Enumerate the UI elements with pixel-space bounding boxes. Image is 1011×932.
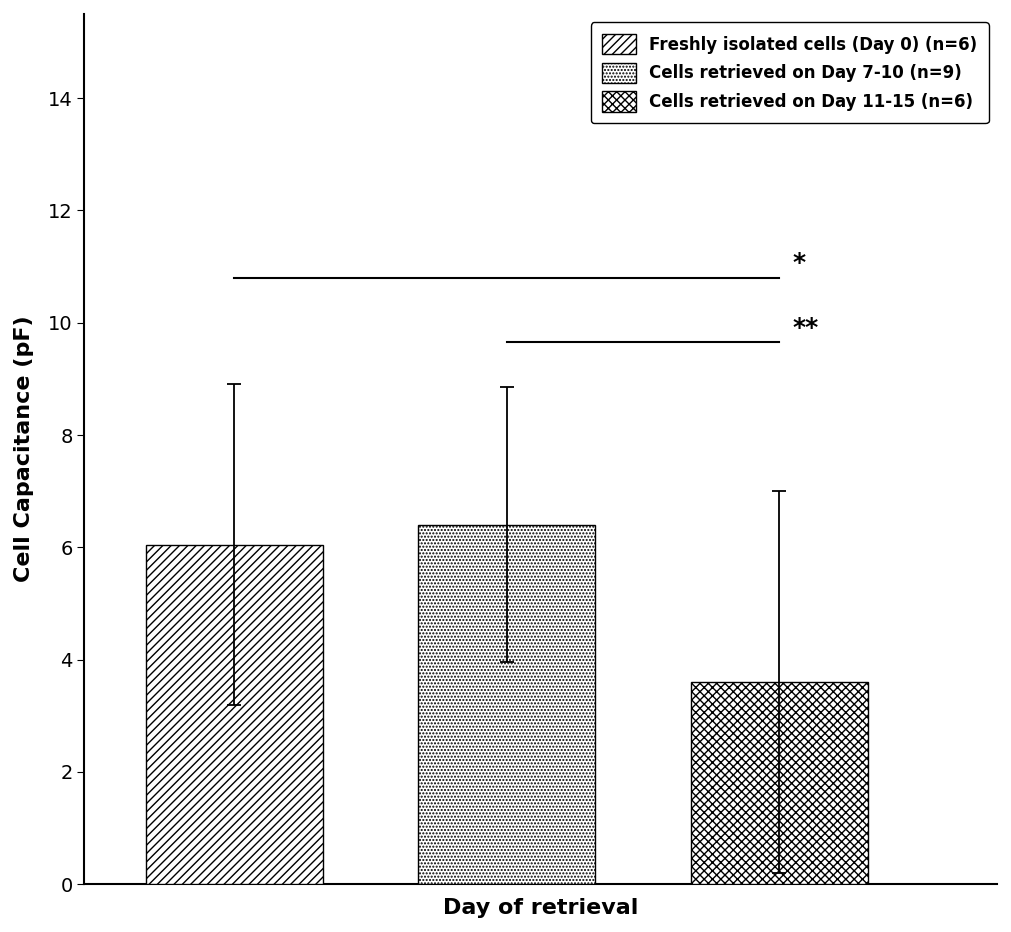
Text: **: ** — [793, 316, 819, 339]
X-axis label: Day of retrieval: Day of retrieval — [443, 898, 638, 918]
Legend: Freshly isolated cells (Day 0) (n=6), Cells retrieved on Day 7-10 (n=9), Cells r: Freshly isolated cells (Day 0) (n=6), Ce… — [590, 22, 989, 123]
Text: *: * — [793, 251, 806, 275]
Bar — [691, 682, 867, 884]
Bar — [146, 544, 323, 884]
Bar — [419, 525, 595, 884]
Y-axis label: Cell Capacitance (pF): Cell Capacitance (pF) — [14, 316, 34, 582]
